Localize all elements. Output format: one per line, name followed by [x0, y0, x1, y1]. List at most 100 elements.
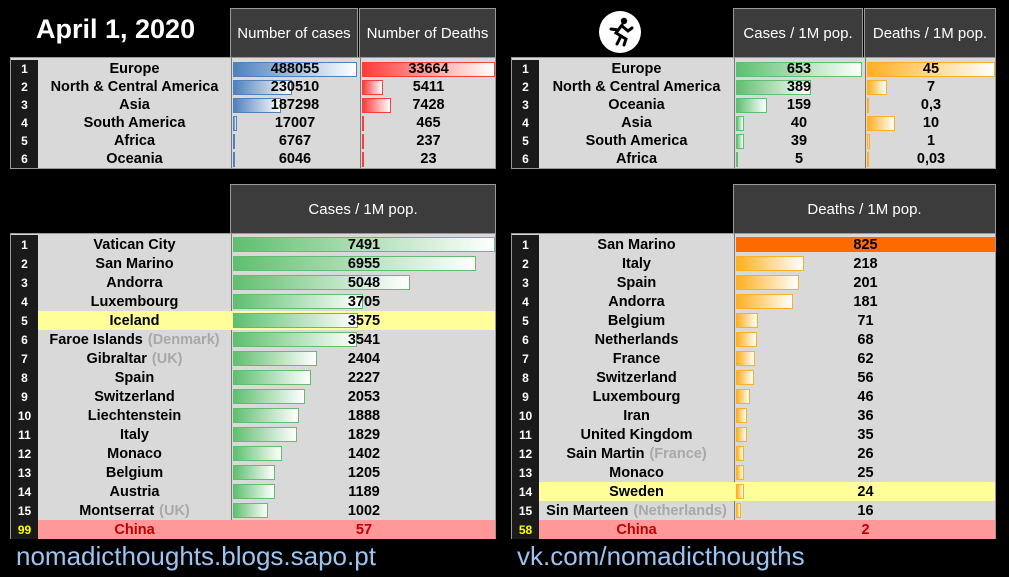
data-bar	[233, 408, 300, 423]
data-bar	[736, 408, 748, 423]
rank-label: 58	[512, 520, 539, 539]
country-name: Gibraltar	[86, 350, 147, 367]
category-label: North & Central America	[50, 79, 219, 95]
country-label: Iran	[539, 406, 734, 425]
footer-vk-link[interactable]: vk.com/nomadicthougths	[517, 541, 805, 571]
category-label: Asia	[119, 97, 150, 113]
data-bar	[867, 98, 869, 113]
data-bar	[233, 427, 297, 442]
country-label: San Marino	[38, 254, 231, 273]
table-row: 7 France 62	[512, 349, 995, 368]
country-label: China	[539, 520, 734, 539]
country-name: Sin Marteen	[546, 502, 629, 519]
value-label: 40	[790, 115, 808, 131]
value-label: 389	[786, 79, 812, 95]
category-label: Asia	[621, 115, 652, 131]
value-label: 1002	[347, 502, 381, 519]
table-row: 15 Sin Marteen (Netherlands) 16	[512, 501, 995, 520]
footer-blog-link[interactable]: nomadicthoughts.blogs.sapo.pt	[16, 541, 376, 571]
header-number-of-cases: Number of cases	[230, 8, 358, 58]
table-row: 4 Asia 40 10	[512, 114, 995, 132]
rank-label: 6	[11, 330, 38, 349]
table-row: 1 Europe 653 45	[512, 60, 995, 78]
page-title: April 1, 2020	[36, 14, 196, 44]
data-bar	[362, 62, 495, 77]
table-row: 6 Faroe Islands (Denmark) 3541	[11, 330, 495, 349]
column-divider	[734, 234, 735, 538]
table-row: 3 Oceania 159 0,3	[512, 96, 995, 114]
data-bar	[736, 62, 862, 77]
data-bar	[233, 116, 238, 131]
country-label: Switzerland	[539, 368, 734, 387]
value-label: 5048	[347, 274, 381, 291]
data-bar	[233, 98, 281, 113]
value-label: 23	[420, 151, 437, 167]
country-label: Spain	[38, 368, 231, 387]
rank-label: 1	[512, 235, 539, 254]
value-label: 6046	[278, 151, 312, 167]
rank-label: 4	[11, 114, 38, 132]
category-label: Oceania	[608, 97, 665, 113]
data-bar	[736, 152, 738, 167]
country-label: Spain	[539, 273, 734, 292]
rank-label: 11	[11, 425, 38, 444]
value-label: 159	[786, 97, 812, 113]
header-deaths-per-million: Deaths / 1M pop.	[864, 8, 996, 58]
value-label: 5	[794, 151, 804, 167]
country-label: Montserrat (UK)	[38, 501, 231, 520]
value-label: 39	[790, 133, 808, 149]
country-name: China	[114, 521, 155, 538]
data-bar	[867, 116, 896, 131]
value-label: 45	[922, 61, 940, 77]
data-bar	[736, 427, 747, 442]
value-label: 230510	[270, 79, 320, 95]
rank-label: 8	[11, 368, 38, 387]
countries-deaths-table: 1 San Marino 825 2 Italy 218 3 Spain 201 4 Andorra…	[511, 233, 996, 539]
data-bar	[233, 152, 235, 167]
data-bar	[233, 256, 477, 271]
country-name: Belgium	[105, 464, 164, 481]
value-label: 237	[416, 133, 441, 149]
value-label: 7491	[347, 236, 381, 253]
country-name: France	[612, 350, 661, 367]
column-divider	[865, 58, 866, 168]
table-row-china: 58 China 2	[512, 520, 995, 539]
country-label: Sweden	[539, 482, 734, 501]
value-label: 1205	[347, 464, 381, 481]
rank-label: 14	[512, 482, 539, 501]
country-label: Sin Marteen (Netherlands)	[539, 501, 734, 520]
rank-label: 13	[512, 463, 539, 482]
rank-label: 10	[512, 406, 539, 425]
country-label: Liechtenstein	[38, 406, 231, 425]
data-bar	[233, 465, 276, 480]
country-qualifier: (Netherlands)	[633, 502, 727, 519]
header-countries-deaths: Deaths / 1M pop.	[733, 184, 996, 234]
rank-label: 14	[11, 482, 38, 501]
country-label: Gibraltar (UK)	[38, 349, 231, 368]
data-bar	[867, 62, 995, 77]
rank-label: 3	[11, 273, 38, 292]
country-label: Luxembourg	[539, 387, 734, 406]
table-row: 9 Switzerland 2053	[11, 387, 495, 406]
table-row: 1 San Marino 825	[512, 235, 995, 254]
country-name: Belgium	[607, 312, 666, 329]
value-label: 2	[861, 521, 870, 538]
country-name: Netherlands	[594, 331, 679, 348]
category-label: Oceania	[106, 151, 163, 167]
country-name: China	[616, 521, 657, 538]
value-label: 218	[853, 255, 878, 272]
country-label: Italy	[38, 425, 231, 444]
country-label: Iceland	[38, 311, 231, 330]
data-bar	[233, 370, 311, 385]
country-label: Italy	[539, 254, 734, 273]
table-row: 4 South America 17007 465	[11, 114, 495, 132]
country-label: Switzerland	[38, 387, 231, 406]
table-row: 14 Austria 1189	[11, 482, 495, 501]
data-bar	[867, 134, 870, 149]
value-label: 488055	[270, 61, 320, 77]
table-row: 12 Monaco 1402	[11, 444, 495, 463]
country-label: China	[38, 520, 231, 539]
data-bar	[736, 80, 812, 95]
rank-label: 2	[11, 254, 38, 273]
rank-label: 7	[512, 349, 539, 368]
